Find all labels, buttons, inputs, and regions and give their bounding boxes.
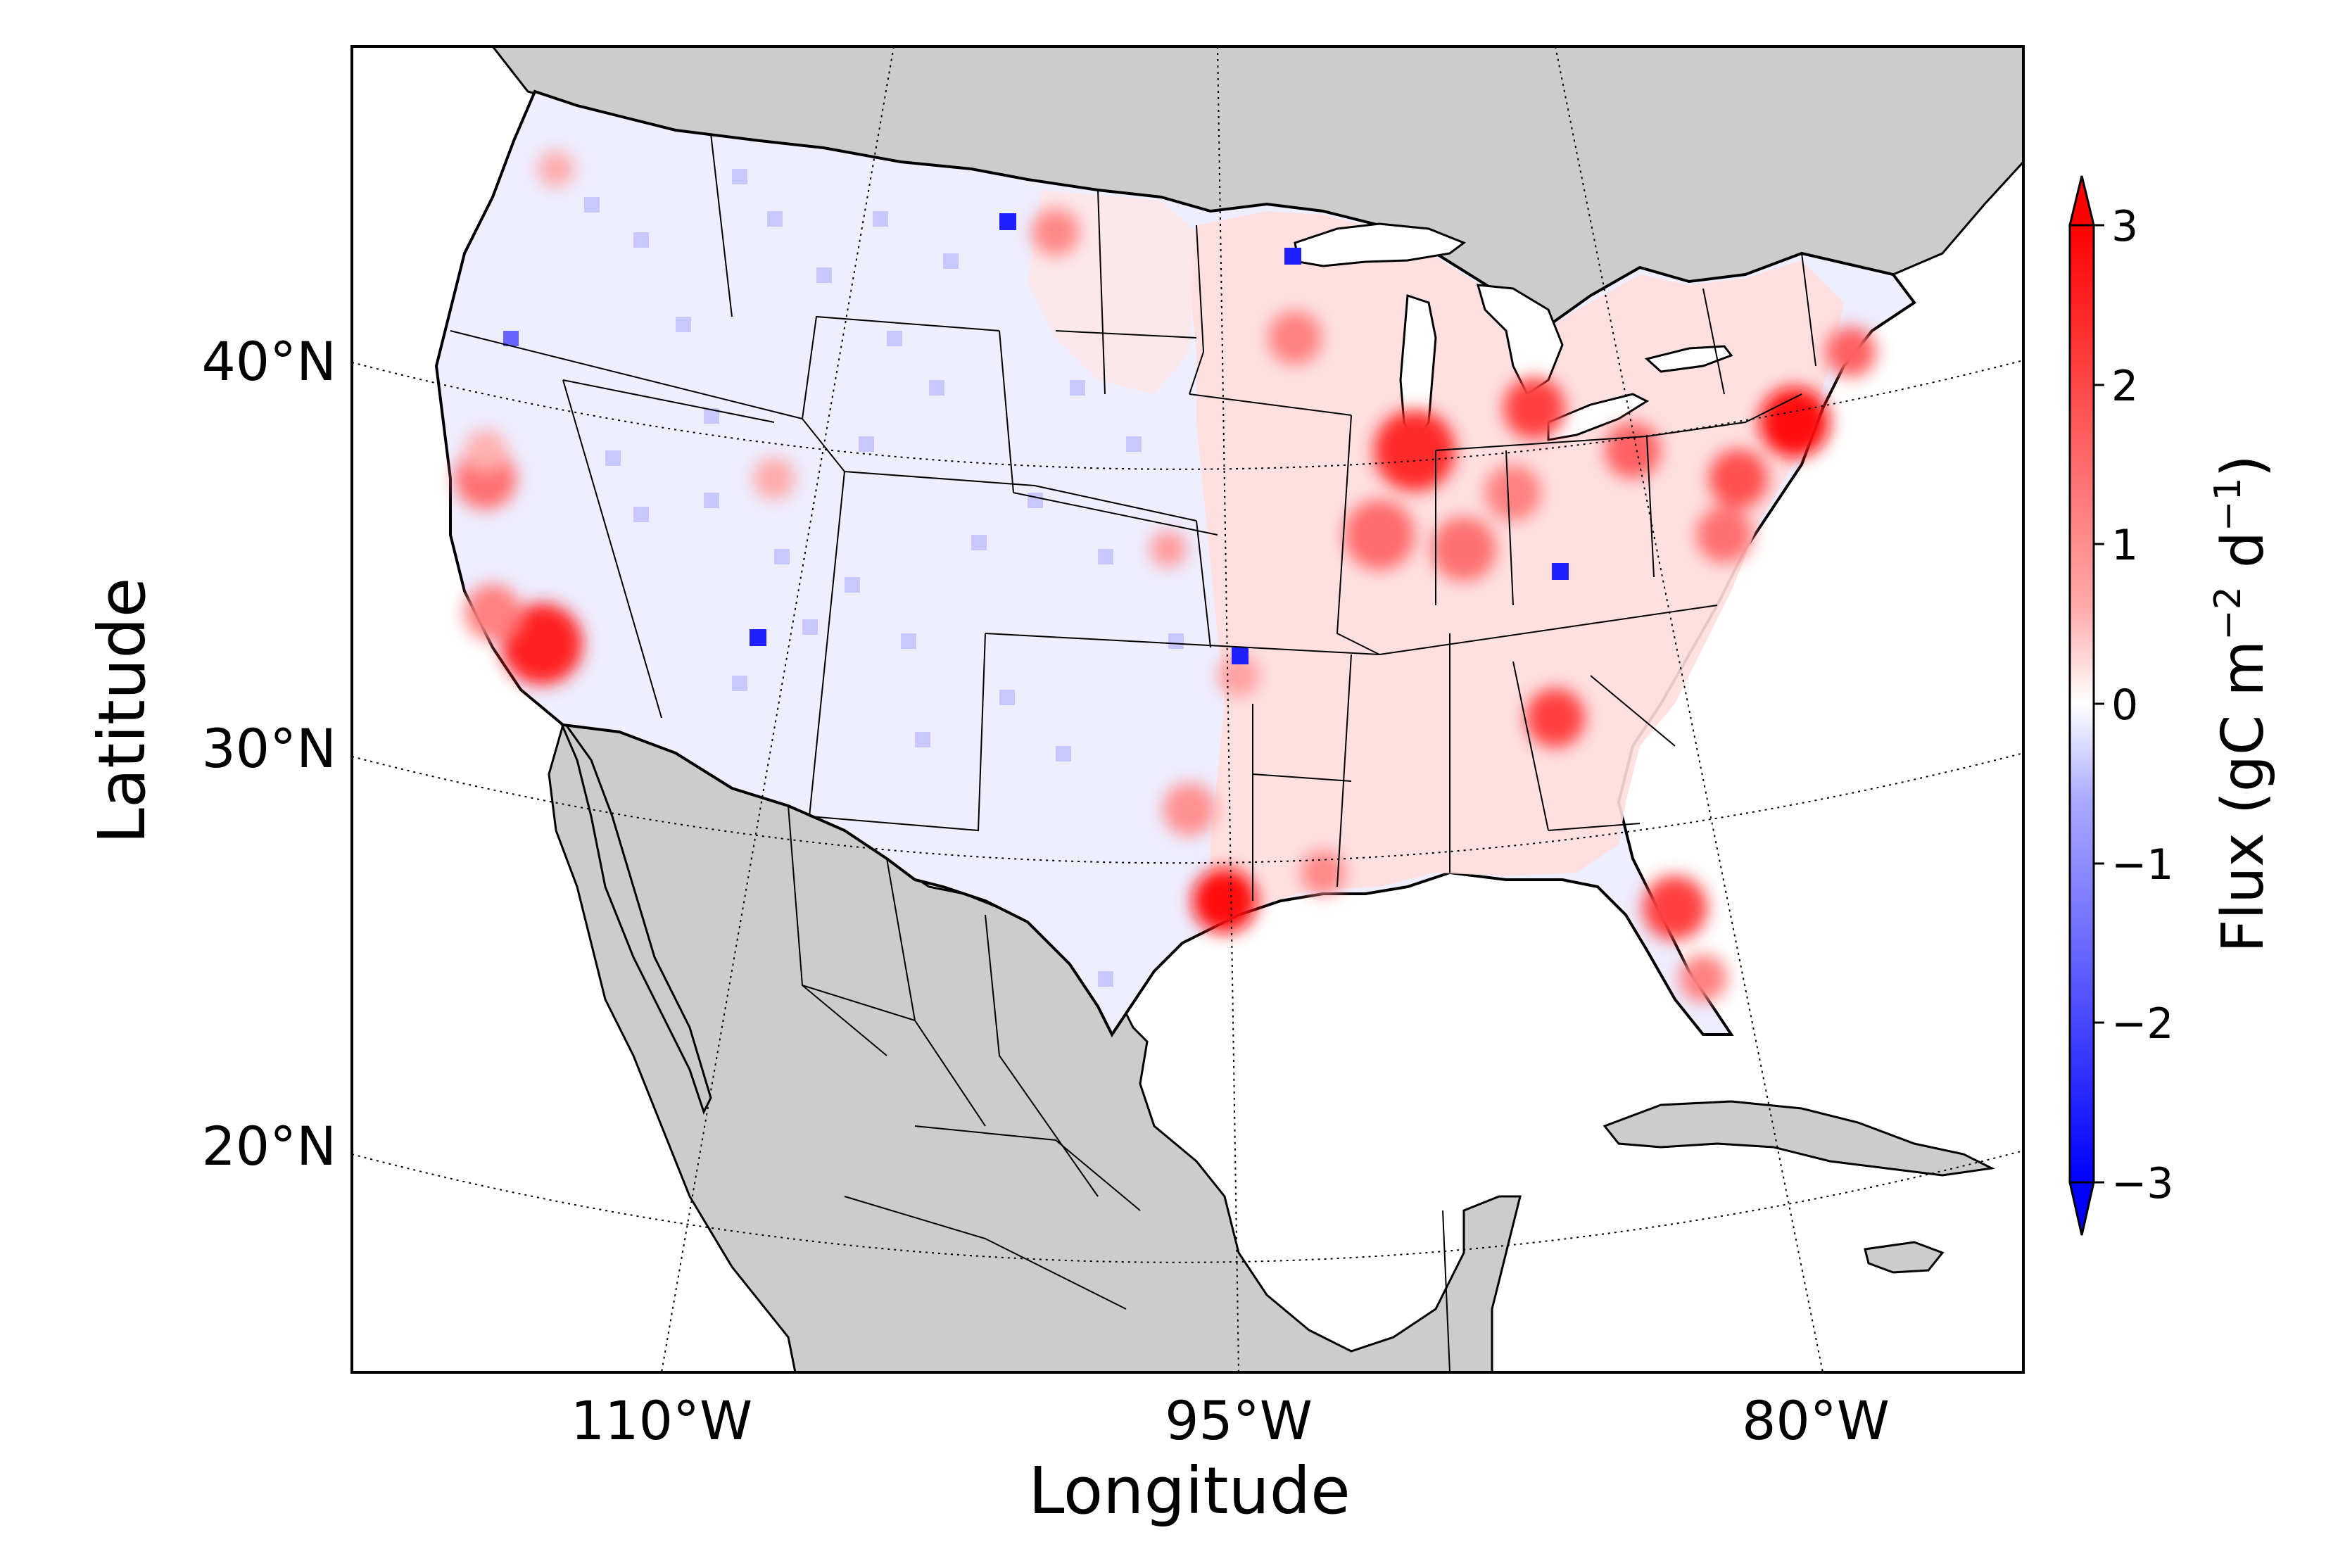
colorbar-title-exp2: −1 — [2207, 477, 2249, 531]
strong-sink-cells — [503, 213, 1569, 664]
colorbar-tick-neg2: −2 — [2111, 999, 2173, 1049]
eastern-warm-field — [1189, 211, 1844, 915]
colorbar-gradient — [2068, 224, 2095, 1184]
colorbar-tick-neg1: −1 — [2111, 840, 2173, 890]
colorbar-tick-0: 0 — [2111, 681, 2138, 730]
meridian-110w — [661, 46, 895, 1372]
colorbar-tick-2: 2 — [2111, 362, 2138, 411]
lat-tick-30n: 30°N — [201, 717, 336, 780]
hotspot-new-york — [1759, 387, 1830, 457]
colorbar-extend-bottom — [2068, 1181, 2095, 1236]
colorbar-tick-1: 1 — [2111, 521, 2138, 570]
emission-hotspots — [455, 151, 1876, 1002]
parallel-40n — [352, 360, 2023, 470]
lat-tick-20n: 20°N — [201, 1115, 336, 1177]
mexico-land — [548, 723, 1522, 1372]
colorbar-tick-3: 3 — [2111, 202, 2138, 251]
colorbar-title: Flux (gC m−2 d−1) — [2207, 455, 2277, 952]
state-borders — [450, 133, 1816, 901]
lake-ontario — [1644, 345, 1733, 373]
lon-tick-110w: 110°W — [571, 1389, 752, 1452]
lon-tick-95w: 95°W — [1165, 1389, 1313, 1452]
weak-sink-cells — [584, 169, 1184, 987]
graticule — [352, 46, 2023, 1372]
parallel-30n — [352, 752, 2023, 864]
hispaniola — [1864, 1241, 1945, 1274]
hotspot-houston — [1192, 868, 1257, 933]
parallel-20n — [352, 1150, 2023, 1263]
colorbar: 3 2 1 0 −1 −2 −3 Flux (gC m−2 d−1) — [2068, 175, 2277, 1236]
colorbar-tick-neg3: −3 — [2111, 1159, 2173, 1208]
cuba — [1603, 1100, 1995, 1177]
y-axis-title: Latitude — [84, 578, 160, 845]
lake-superior — [1294, 222, 1467, 267]
mexico-state-borders — [788, 805, 1450, 1372]
colorbar-title-end: ) — [2210, 455, 2277, 477]
colorbar-extend-top — [2068, 175, 2095, 227]
x-axis-title: Longitude — [1028, 1453, 1351, 1529]
colorbar-title-main: Flux (gC m — [2210, 640, 2277, 953]
baja-california — [555, 710, 712, 1115]
lat-tick-40n: 40°N — [201, 330, 336, 393]
map-frame — [350, 45, 2025, 1374]
colorbar-ticks — [2094, 224, 2104, 1184]
hotspot-boston — [1826, 327, 1876, 377]
hotspot-atlanta — [1526, 688, 1585, 747]
lon-tick-80w: 80°W — [1742, 1389, 1890, 1452]
hotspot-florida — [1643, 875, 1707, 940]
colorbar-title-exp1: −2 — [2207, 586, 2249, 640]
hotspot-los-angeles — [501, 603, 583, 685]
colorbar-title-mid: d — [2210, 531, 2277, 586]
lake-erie — [1547, 393, 1650, 441]
hotspot-detroit — [1503, 377, 1565, 439]
map-panel — [352, 46, 2023, 1372]
